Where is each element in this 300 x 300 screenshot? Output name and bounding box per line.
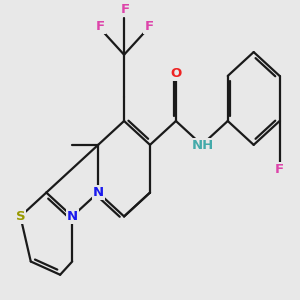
Text: N: N [67, 210, 78, 223]
Text: O: O [170, 67, 182, 80]
Text: NH: NH [191, 140, 214, 152]
Text: N: N [93, 186, 104, 199]
Text: F: F [144, 20, 154, 33]
Text: F: F [121, 3, 130, 16]
Text: F: F [275, 163, 284, 176]
Text: F: F [95, 20, 104, 33]
Text: S: S [16, 210, 25, 223]
